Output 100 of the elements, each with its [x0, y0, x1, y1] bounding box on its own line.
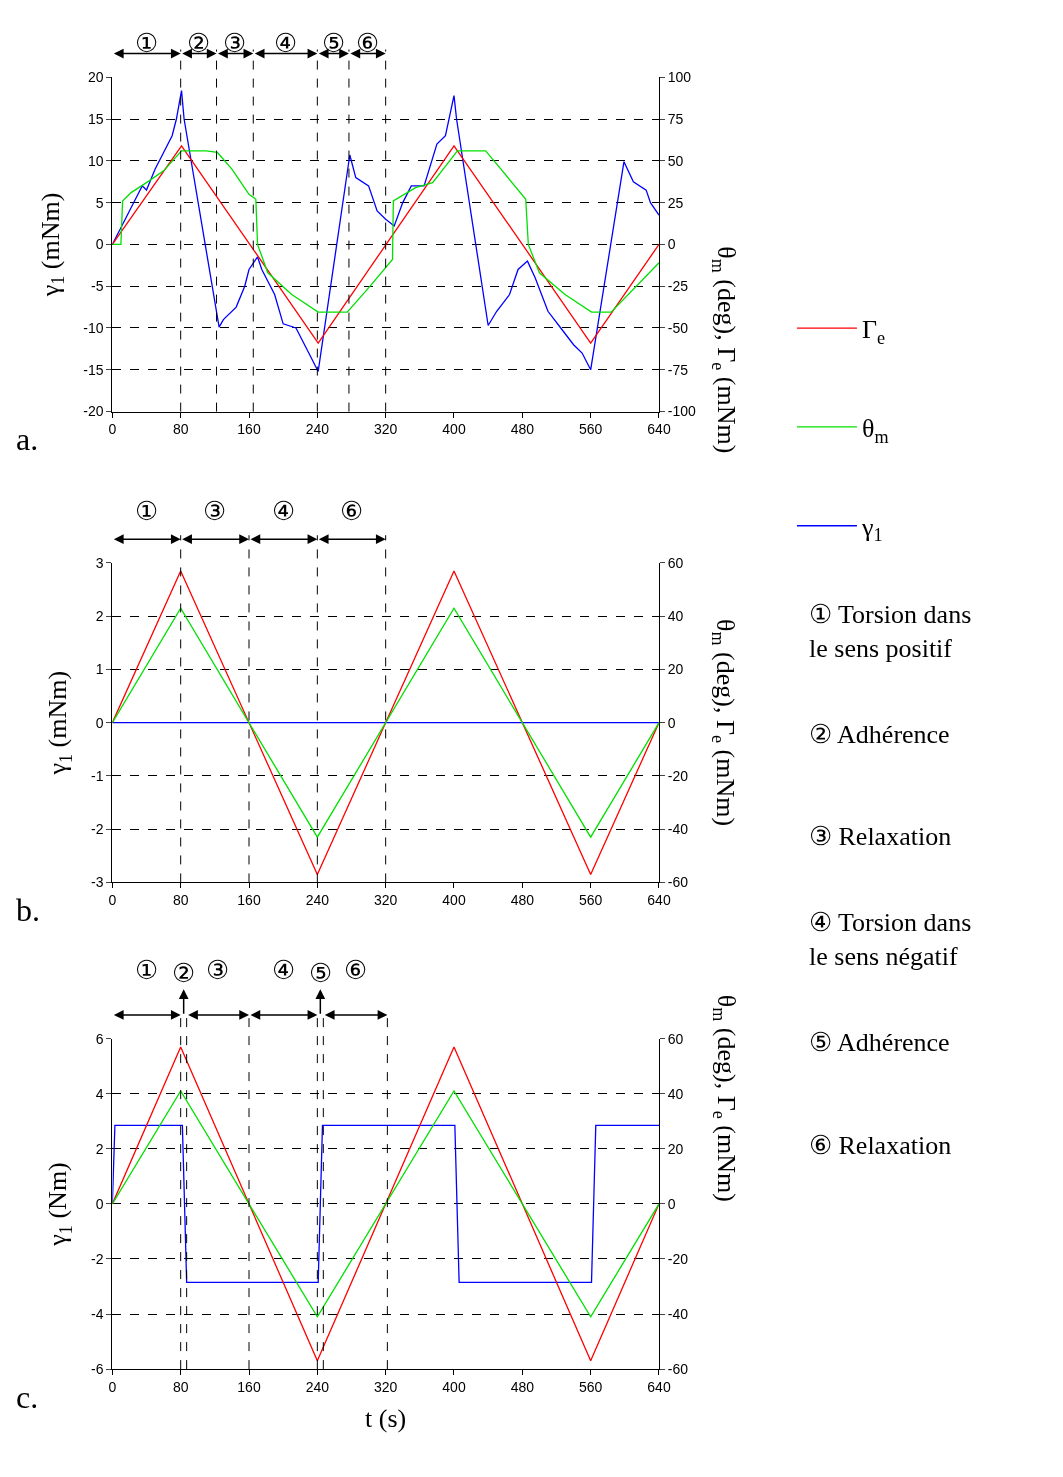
- legend-label: Γ$_{e}$: [861, 315, 886, 348]
- text: ③ Relaxation: [809, 822, 952, 851]
- y-tick-label: 4: [95, 1085, 104, 1102]
- y2-tick-label: -40: [667, 1305, 689, 1322]
- y2-tick-label: -40: [667, 821, 689, 838]
- y-tick-label: -5: [91, 278, 104, 295]
- x-tick-label: 80: [172, 1378, 189, 1395]
- text: ④ Torsion dans le sens négatif: [809, 908, 972, 971]
- y2-tick-label: 0: [667, 714, 676, 731]
- x-tick-label: 560: [578, 1378, 603, 1395]
- text: ①: [135, 28, 159, 58]
- x-tick-label: 480: [510, 421, 535, 438]
- text: c.: [16, 1379, 39, 1415]
- y2-tick-label: -25: [667, 278, 689, 295]
- x-tick-label: 240: [305, 892, 330, 909]
- legend-label: γ$_{1}$: [860, 512, 883, 546]
- text: ① Torsion dans le sens positif: [809, 600, 972, 663]
- text: ④: [274, 28, 298, 58]
- text: ⑤ Adhérence: [809, 1028, 950, 1057]
- x-tick-label: 480: [510, 1378, 535, 1395]
- y-tick-label: 6: [95, 1030, 104, 1047]
- x-tick-label: 0: [108, 1378, 117, 1395]
- x-tick-label: 560: [578, 892, 603, 909]
- y2-tick-label: -50: [667, 319, 689, 336]
- x-axis-title: t (s): [365, 1403, 407, 1433]
- x-tick-label: 640: [647, 1378, 671, 1395]
- y2-tick-label: -60: [667, 874, 689, 891]
- y2-tick-label: -75: [667, 361, 689, 378]
- text: ③: [206, 955, 230, 985]
- y2-tick-label: 60: [667, 1030, 684, 1047]
- x-tick-label: 0: [108, 892, 117, 909]
- text: ①: [135, 496, 159, 526]
- x-tick-label: 160: [237, 1378, 261, 1395]
- x-tick-label: 80: [172, 421, 189, 438]
- text: ④: [272, 955, 296, 985]
- y-tick-label: -1: [91, 767, 104, 784]
- y-tick-label: 0: [95, 1195, 104, 1212]
- y-tick-label: -10: [83, 319, 104, 336]
- y-tick-label: -6: [91, 1360, 104, 1377]
- text: ⑥: [344, 955, 368, 985]
- y-tick-label: -4: [91, 1305, 104, 1322]
- text: ⑤: [309, 958, 333, 988]
- x-tick-label: 560: [578, 421, 603, 438]
- y-tick-label: -2: [91, 1250, 104, 1267]
- y2-tick-label: 40: [667, 608, 684, 625]
- x-tick-label: 0: [108, 421, 117, 438]
- x-tick-label: 640: [647, 892, 671, 909]
- y2-tick-label: 75: [667, 110, 684, 127]
- text: ⑥: [356, 28, 380, 58]
- text: b.: [16, 892, 40, 928]
- line-series: [112, 89, 659, 373]
- x-tick-label: 400: [442, 1378, 466, 1395]
- y2-tick-label: -20: [667, 1250, 689, 1267]
- x-tick-label: 480: [510, 892, 535, 909]
- y-tick-label: 5: [95, 194, 104, 211]
- text: ①: [135, 955, 159, 985]
- text: ⑥ Relaxation: [809, 1131, 952, 1160]
- y2-tick-label: 50: [667, 152, 684, 169]
- text: ②: [187, 28, 211, 58]
- legend-label: θ$_{m}$: [861, 414, 889, 447]
- x-tick-label: 80: [172, 892, 189, 909]
- y-tick-label: 0: [95, 236, 104, 253]
- y-tick-label: 3: [95, 554, 104, 571]
- x-tick-label: 320: [373, 421, 398, 438]
- text: a.: [16, 421, 39, 457]
- x-tick-label: 160: [237, 421, 261, 438]
- y-tick-label: 1: [95, 661, 104, 678]
- y-tick-label: -15: [83, 361, 104, 378]
- y2-tick-label: -20: [667, 767, 689, 784]
- text: ②: [172, 958, 196, 988]
- text: ④: [272, 496, 296, 526]
- x-tick-label: 240: [305, 1378, 330, 1395]
- y-tick-label: 15: [87, 110, 104, 127]
- y-tick-label: 10: [87, 152, 104, 169]
- y2-tick-label: 0: [667, 236, 676, 253]
- y2-tick-label: 40: [667, 1085, 684, 1102]
- x-tick-label: 320: [373, 1378, 398, 1395]
- x-tick-label: 400: [442, 892, 466, 909]
- x-tick-label: 160: [237, 892, 261, 909]
- y-tick-label: 0: [95, 714, 104, 731]
- line-series: [112, 150, 659, 313]
- x-tick-label: 400: [442, 421, 466, 438]
- y-tick-label: -3: [91, 874, 104, 891]
- text: ③: [203, 496, 227, 526]
- y2-tick-label: 20: [667, 1140, 684, 1157]
- y2-tick-label: 100: [667, 69, 692, 86]
- x-tick-label: 240: [305, 421, 330, 438]
- y-tick-label: 20: [87, 69, 104, 86]
- x-tick-label: 320: [373, 892, 398, 909]
- y-tick-label: 2: [95, 1140, 104, 1157]
- y2-tick-label: 0: [667, 1195, 676, 1212]
- text: ③: [223, 28, 247, 58]
- y2-tick-label: -60: [667, 1360, 689, 1377]
- text: ⑤: [322, 28, 346, 58]
- y-tick-label: 2: [95, 608, 104, 625]
- y-tick-label: -20: [83, 403, 104, 420]
- y2-tick-label: 60: [667, 554, 684, 571]
- y2-tick-label: 25: [667, 194, 684, 211]
- y2-tick-label: 20: [667, 661, 684, 678]
- text: ⑥: [340, 496, 364, 526]
